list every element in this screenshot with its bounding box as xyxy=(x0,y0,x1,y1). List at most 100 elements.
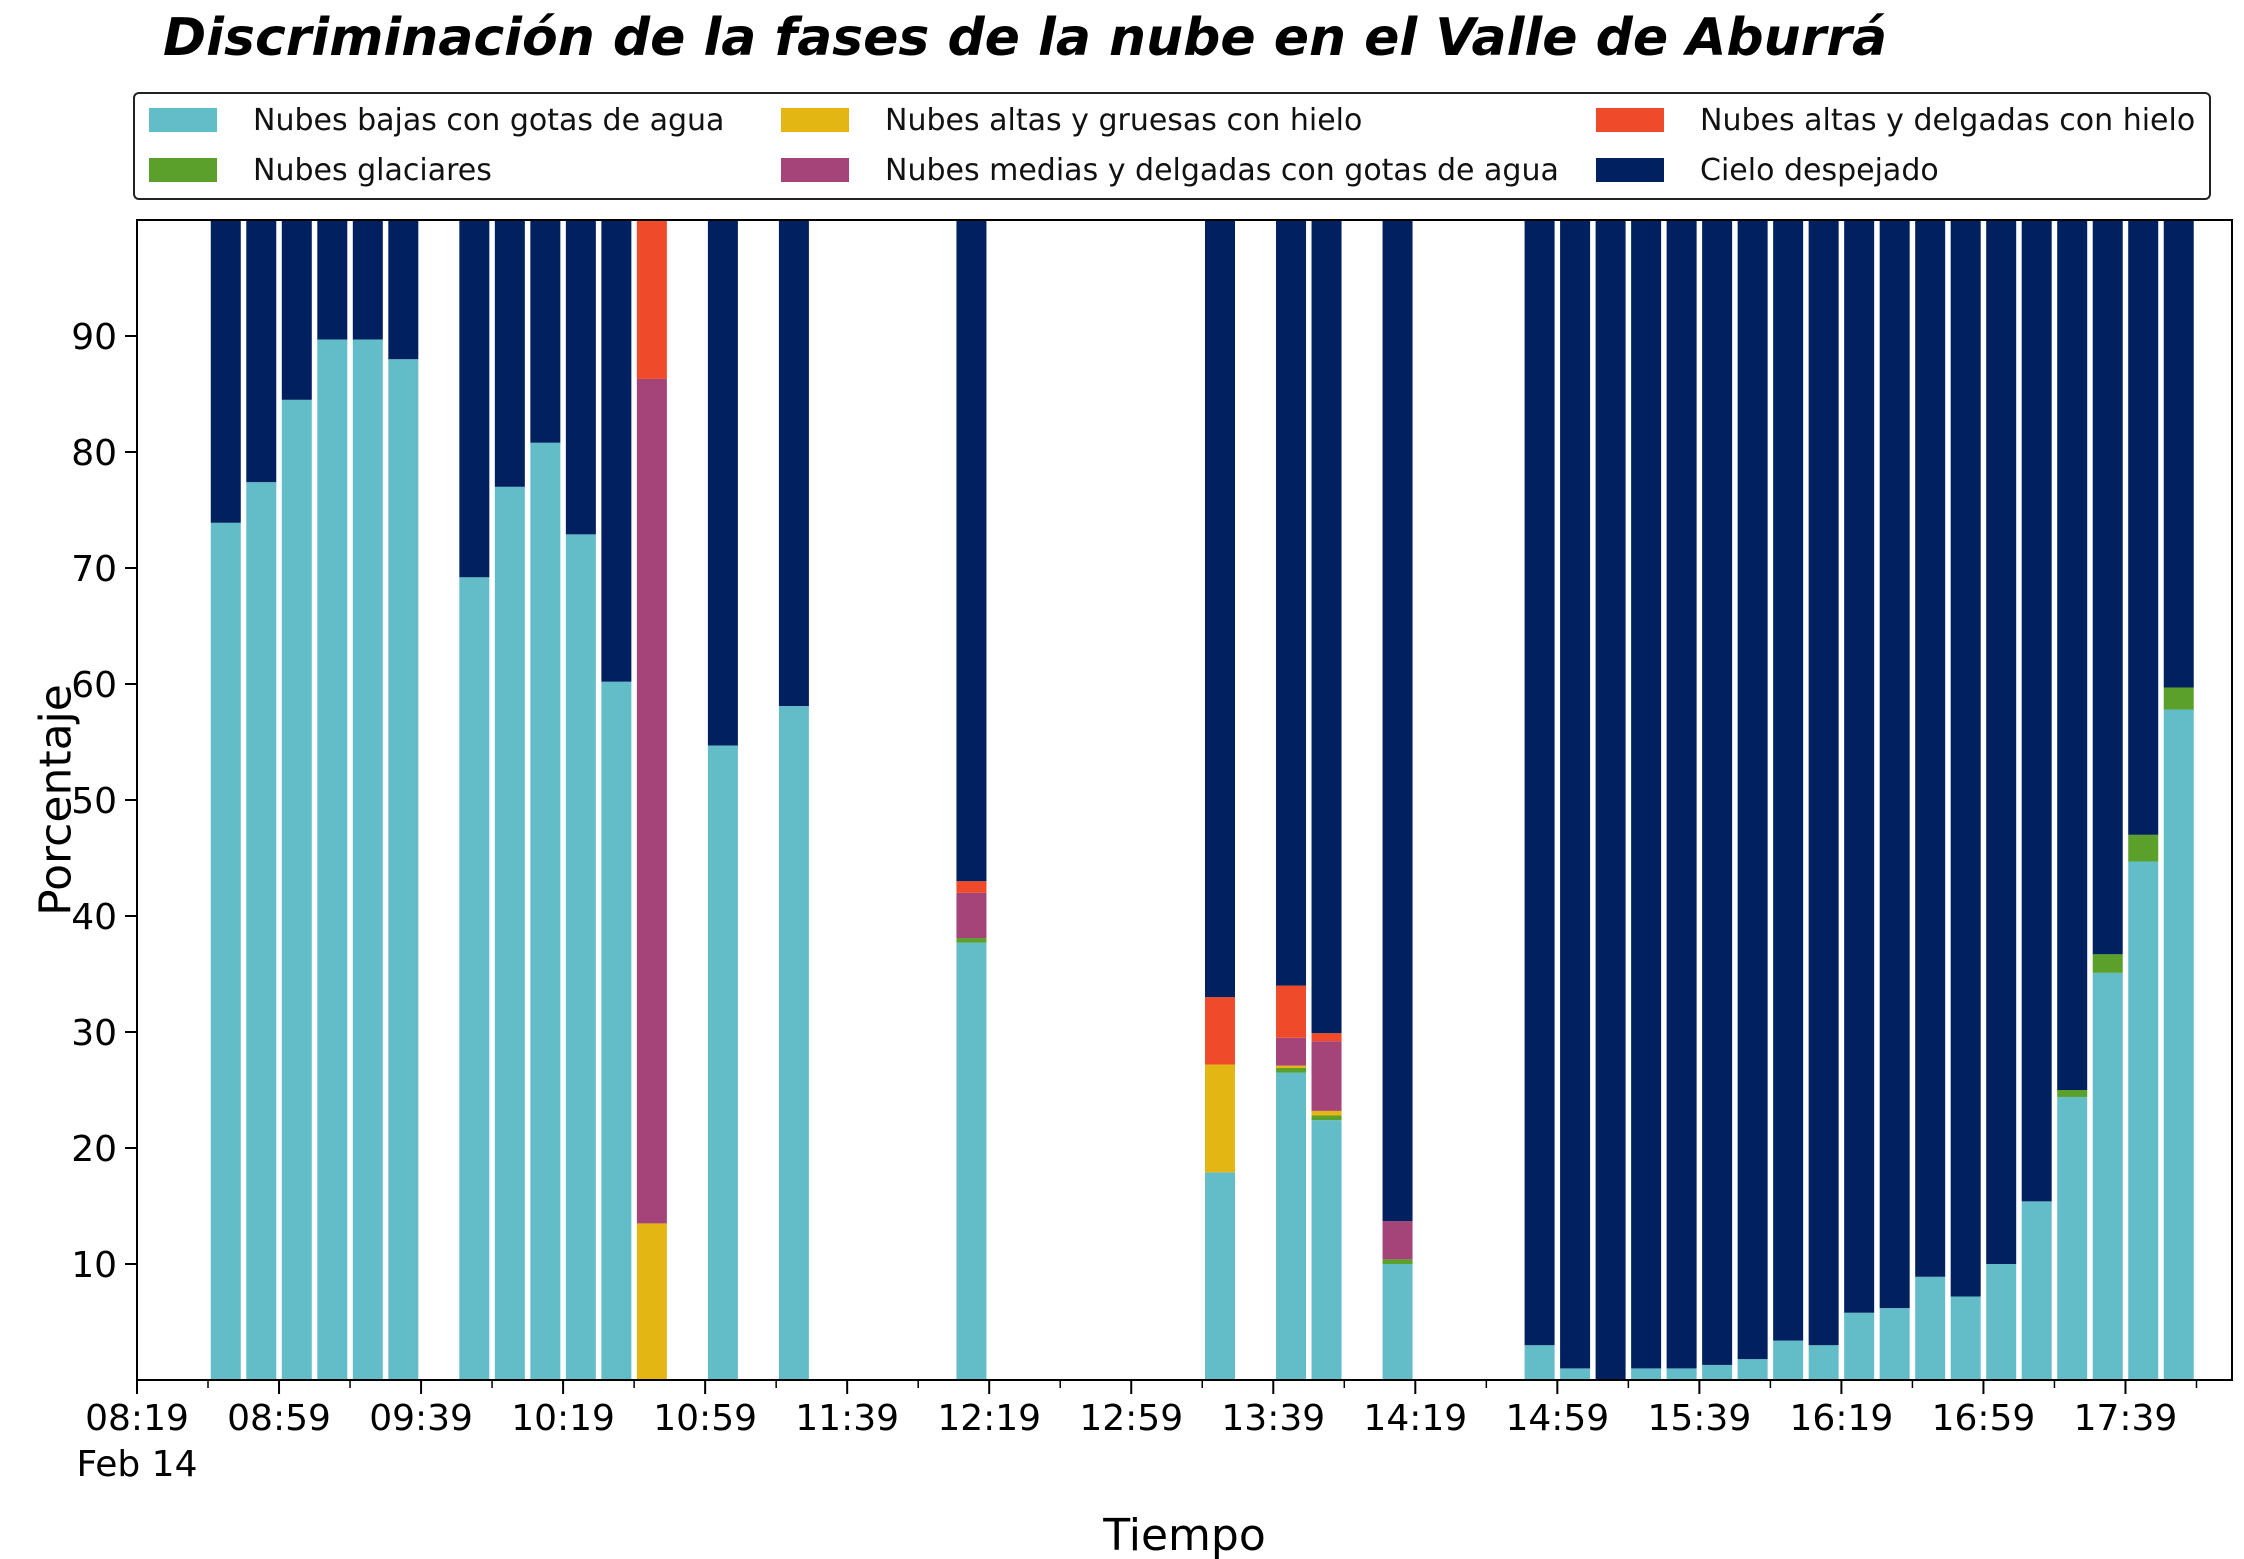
x-tick-label: 17:39 xyxy=(2074,1398,2178,1439)
bar-segment xyxy=(636,1223,667,1380)
bar-stack xyxy=(1524,220,1555,1380)
bar-segment xyxy=(2057,220,2088,1090)
legend-label: Nubes altas y gruesas con hielo xyxy=(885,102,1363,138)
bar-segment xyxy=(2092,220,2123,955)
bar-stack xyxy=(1844,220,1875,1380)
legend-label: Nubes medias y delgadas con gotas de agu… xyxy=(885,152,1559,188)
bar-segment xyxy=(494,486,525,1380)
bar-stack xyxy=(1808,220,1839,1380)
legend-item: Nubes altas y gruesas con hielo xyxy=(781,100,1362,140)
bar-segment xyxy=(1950,1296,1981,1380)
x-tick-label: 11:39 xyxy=(795,1398,899,1439)
bar-stack xyxy=(2128,220,2159,1380)
bar-segment xyxy=(1773,220,1804,1341)
x-tick-label: 10:19 xyxy=(511,1398,615,1439)
bar-segment xyxy=(246,220,277,483)
x-tick-label: 10:59 xyxy=(653,1398,757,1439)
x-tick-label: 08:19 xyxy=(85,1398,189,1439)
x-tick-label: 12:59 xyxy=(1079,1398,1183,1439)
y-tick-label: 70 xyxy=(71,549,117,590)
bar-stack xyxy=(459,220,490,1380)
bar-segment xyxy=(2057,1090,2088,1097)
bar-segment xyxy=(1915,220,1946,1277)
bar-segment xyxy=(1205,1064,1236,1173)
bar-segment xyxy=(1276,985,1307,1038)
bar-segment xyxy=(707,220,738,746)
bar-segment xyxy=(636,220,667,379)
x-tick-label: 16:59 xyxy=(1932,1398,2036,1439)
bar-segment xyxy=(601,220,632,682)
x-tick-label: 16:19 xyxy=(1790,1398,1894,1439)
chart-title: Discriminación de la fases de la nube en… xyxy=(163,8,1888,68)
bar-stack xyxy=(1311,220,1342,1380)
bar-segment xyxy=(1631,220,1662,1369)
bar-segment xyxy=(1737,220,1768,1360)
bar-stack xyxy=(1737,220,1768,1380)
legend-swatch xyxy=(781,158,849,182)
bar-segment xyxy=(1311,1033,1342,1042)
bar-segment xyxy=(2163,220,2194,688)
bar-segment xyxy=(1276,1037,1307,1066)
bar-segment xyxy=(956,881,987,893)
y-tick-label: 30 xyxy=(71,1013,117,1054)
bar-segment xyxy=(1524,220,1555,1346)
x-tick-label: 08:59 xyxy=(227,1398,331,1439)
bar-segment xyxy=(1773,1340,1804,1380)
bar-stack xyxy=(2092,220,2123,1380)
bar-segment xyxy=(1382,1259,1413,1264)
bar-segment xyxy=(459,577,490,1380)
bar-segment xyxy=(1631,1368,1662,1380)
bar-segment xyxy=(281,399,312,1380)
bar-stack xyxy=(1595,220,1626,1380)
bar-segment xyxy=(956,892,987,939)
y-tick-label: 80 xyxy=(71,433,117,474)
bar-stack xyxy=(246,220,277,1380)
bar-segment xyxy=(352,220,383,340)
bar-segment xyxy=(1879,220,1910,1309)
bar-stack xyxy=(956,220,987,1380)
x-tick-label: 14:59 xyxy=(1505,1398,1609,1439)
bar-stack xyxy=(530,220,561,1381)
bar-segment xyxy=(565,220,596,535)
bar-stack xyxy=(1666,220,1697,1380)
bar-segment xyxy=(1808,1345,1839,1380)
x-tick-label: 15:39 xyxy=(1647,1398,1751,1439)
bar-segment xyxy=(1737,1359,1768,1380)
bar-segment xyxy=(1205,997,1236,1065)
bar-stack xyxy=(317,220,348,1381)
bar-segment xyxy=(1524,1345,1555,1380)
bar-segment xyxy=(459,220,490,578)
bar-segment xyxy=(1311,1115,1342,1121)
bar-segment xyxy=(1205,1172,1236,1380)
y-tick-label: 10 xyxy=(71,1245,117,1286)
legend-label: Nubes glaciares xyxy=(253,152,492,188)
y-tick-label: 40 xyxy=(71,897,117,938)
bar-stack xyxy=(1631,220,1662,1380)
bar-segment xyxy=(1276,1065,1307,1068)
bar-stack xyxy=(601,220,632,1380)
bar-stack xyxy=(388,220,419,1380)
bars-layer xyxy=(210,220,2194,1381)
bar-segment xyxy=(601,681,632,1380)
bar-segment xyxy=(1950,220,1981,1297)
legend-swatch xyxy=(781,108,849,132)
bar-stack xyxy=(1205,220,1236,1380)
bar-segment xyxy=(956,942,987,1380)
bar-segment xyxy=(317,339,348,1381)
bar-segment xyxy=(317,220,348,340)
bar-segment xyxy=(2092,972,2123,1380)
y-axis: 10 20 30 40 50 60 70 80 90 xyxy=(71,317,137,1286)
legend-item: Nubes altas y delgadas con hielo xyxy=(1596,100,2195,140)
bar-segment xyxy=(1879,1308,1910,1380)
x-tick-label: 12:19 xyxy=(937,1398,1041,1439)
bar-segment xyxy=(956,220,987,882)
bar-segment xyxy=(636,378,667,1224)
bar-segment xyxy=(2163,709,2194,1380)
bar-segment xyxy=(1311,1120,1342,1380)
bar-stack xyxy=(1702,220,1733,1380)
bar-segment xyxy=(1560,1368,1591,1380)
legend-label: Nubes altas y delgadas con hielo xyxy=(1700,102,2196,138)
legend-item: Nubes glaciares xyxy=(149,150,492,190)
bar-stack xyxy=(778,220,809,1380)
